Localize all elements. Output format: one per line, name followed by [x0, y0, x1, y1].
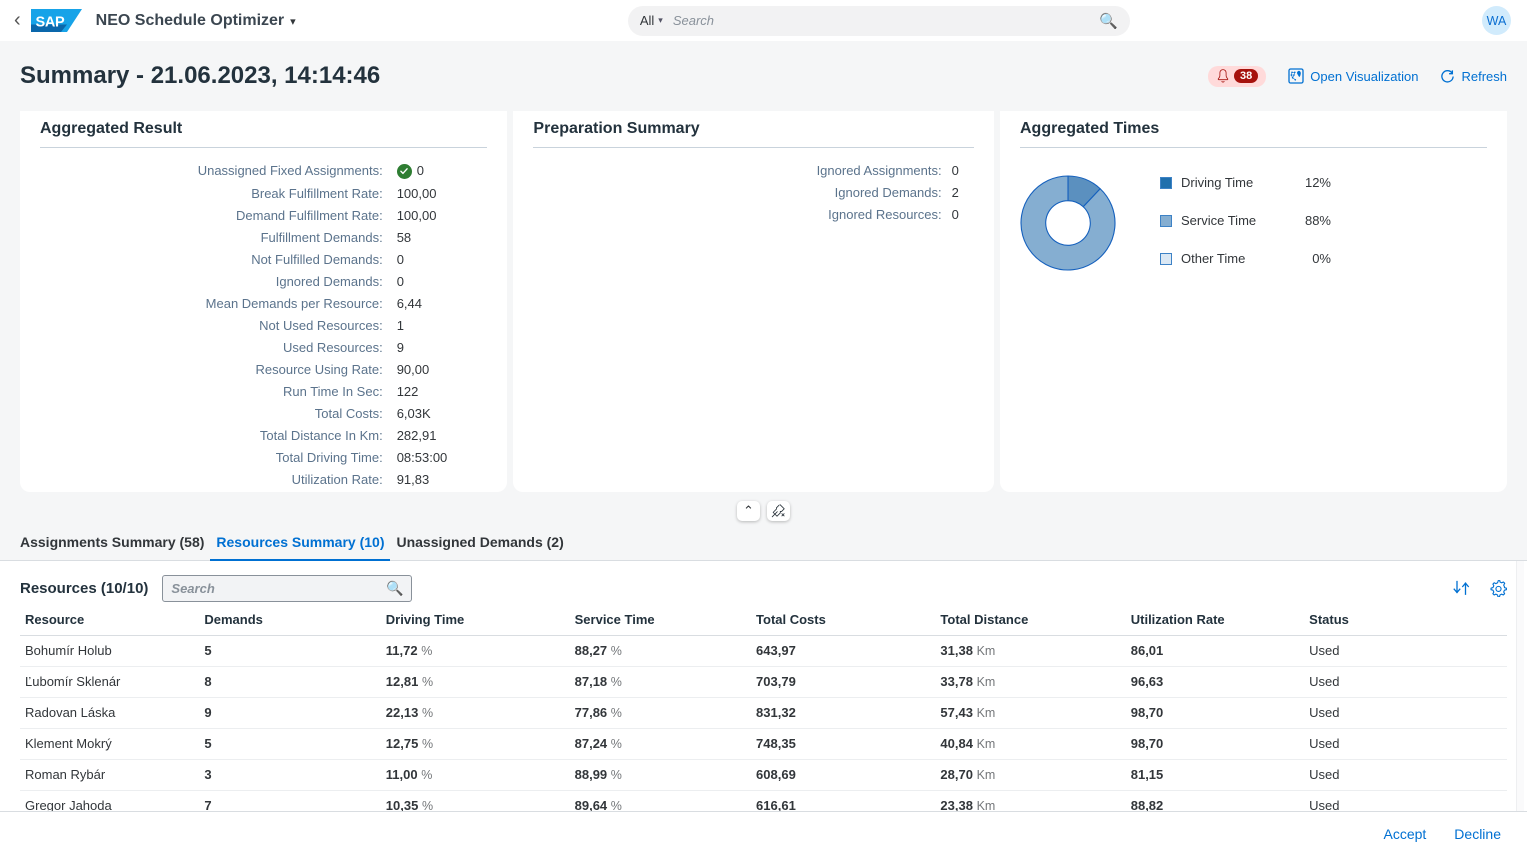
svg-text:SAP: SAP	[35, 15, 65, 31]
